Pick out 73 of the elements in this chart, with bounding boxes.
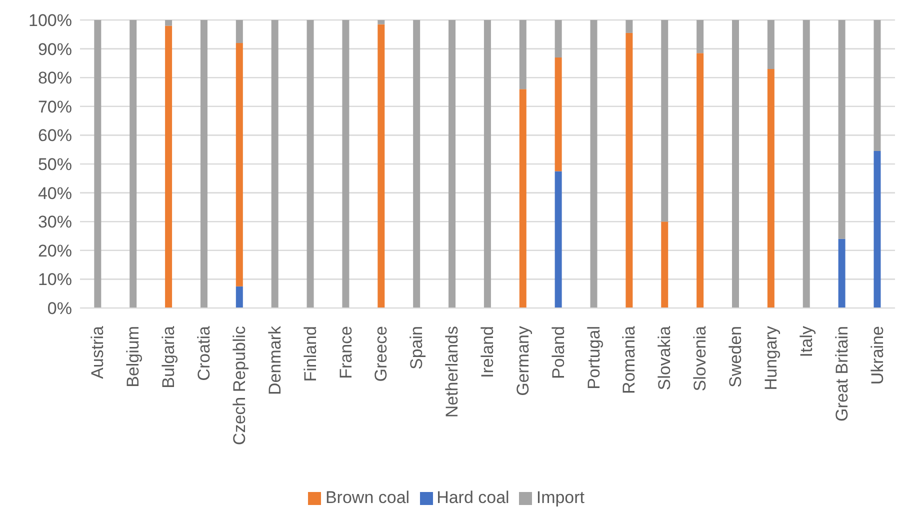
- x-tick-label: Croatia: [194, 325, 214, 381]
- bar: [732, 20, 739, 308]
- bar: [626, 20, 633, 33]
- bar: [236, 43, 243, 286]
- x-tick-label: Italy: [796, 326, 816, 358]
- bar: [200, 20, 208, 308]
- bar: [306, 20, 314, 308]
- bar: [554, 171, 562, 308]
- bar: [484, 20, 491, 308]
- x-tick-label: Poland: [548, 326, 568, 379]
- bar: [130, 20, 137, 308]
- x-tick-label: Ireland: [478, 326, 497, 378]
- bar: [874, 151, 881, 308]
- bar: [661, 20, 668, 222]
- y-tick-label: 30%: [38, 212, 72, 232]
- bar: [94, 20, 102, 308]
- bar: [696, 53, 704, 308]
- bar: [590, 20, 598, 308]
- bar: [802, 20, 810, 308]
- bar: [236, 286, 243, 308]
- x-tick-label: Finland: [300, 326, 320, 382]
- bar: [767, 20, 774, 69]
- bar: [448, 20, 456, 308]
- x-tick-label: Austria: [88, 325, 108, 379]
- y-tick-label: 70%: [38, 97, 72, 116]
- bar: [554, 57, 562, 172]
- bar: [271, 20, 278, 308]
- x-tick-label: Netherlands: [442, 326, 462, 418]
- x-tick-label: Czech Republic: [230, 326, 249, 446]
- bar: [767, 68, 774, 308]
- y-tick-label: 20%: [38, 241, 72, 260]
- x-tick-label: France: [336, 326, 356, 379]
- y-tick-label: 40%: [38, 184, 72, 203]
- y-tick-label: 60%: [38, 126, 72, 146]
- legend-label: Import: [536, 488, 585, 507]
- x-tick-label: Great Britain: [832, 326, 852, 422]
- x-tick-label: Greece: [372, 326, 391, 382]
- bar: [378, 24, 385, 308]
- bar: [236, 20, 243, 44]
- bar: [342, 20, 350, 308]
- y-tick-label: 50%: [38, 155, 72, 174]
- x-tick-label: Slovenia: [690, 325, 710, 392]
- y-tick-label: 0%: [47, 299, 72, 318]
- legend-label: Hard coal: [436, 488, 510, 507]
- bar: [661, 222, 668, 308]
- bar: [838, 238, 846, 308]
- x-tick-label: Belgium: [124, 326, 143, 388]
- bar: [554, 20, 562, 58]
- bar: [519, 89, 526, 308]
- x-tick-label: Slovakia: [655, 325, 674, 390]
- legend-label: Brown coal: [325, 488, 410, 507]
- bar: [413, 20, 420, 308]
- bar: [165, 26, 172, 308]
- y-tick-label: 80%: [38, 68, 72, 88]
- bar: [519, 20, 526, 90]
- y-tick-label: 90%: [38, 40, 72, 59]
- bar: [626, 32, 633, 308]
- bar: [378, 20, 385, 24]
- bar: [838, 20, 846, 239]
- x-tick-label: Portugal: [584, 326, 604, 390]
- x-tick-label: Denmark: [265, 326, 284, 395]
- bar: [874, 20, 881, 152]
- y-tick-label: 10%: [38, 270, 72, 290]
- x-tick-label: Spain: [407, 326, 426, 370]
- x-tick-label: Hungary: [761, 326, 780, 390]
- x-tick-label: Ukraine: [868, 326, 887, 385]
- y-tick-label: 100%: [28, 11, 72, 30]
- x-tick-label: Bulgaria: [159, 325, 178, 388]
- x-tick-label: Sweden: [726, 326, 746, 388]
- bar: [165, 20, 172, 26]
- bar: [696, 20, 704, 54]
- x-tick-label: Germany: [513, 326, 532, 396]
- x-tick-label: Romania: [620, 325, 639, 394]
